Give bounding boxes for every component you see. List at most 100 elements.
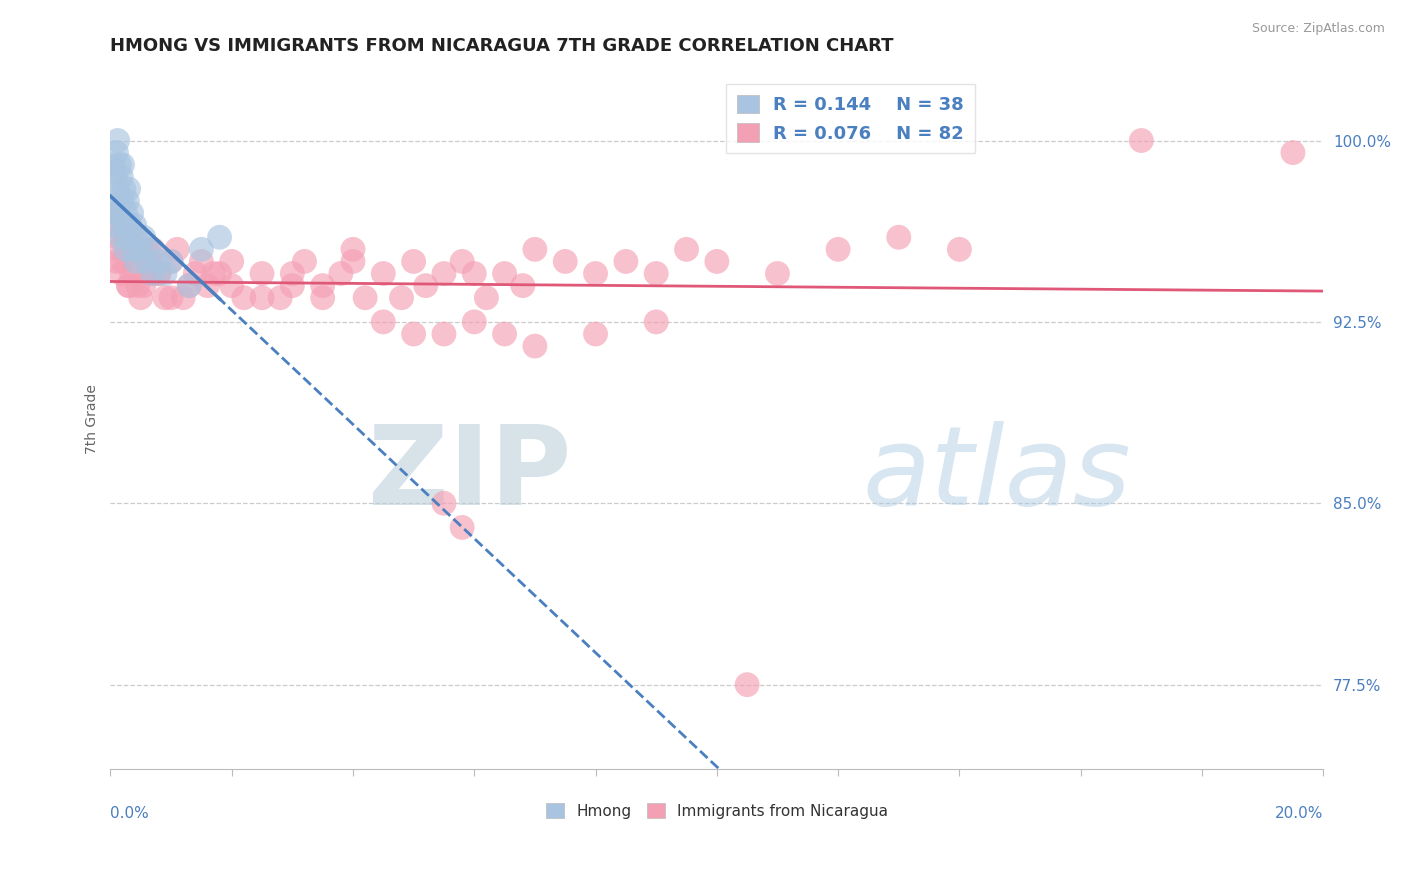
Point [160, 254, 183, 268]
Point [105, 254, 128, 268]
Point [104, 206, 127, 220]
Point [523, 339, 546, 353]
Point [208, 230, 231, 244]
Point [127, 230, 149, 244]
Point [129, 243, 152, 257]
Point [135, 267, 157, 281]
Point [645, 315, 668, 329]
Point [148, 267, 170, 281]
Point [117, 230, 139, 244]
Point [114, 230, 136, 244]
Point [475, 291, 498, 305]
Point [329, 267, 352, 281]
Point [105, 145, 128, 160]
Point [135, 243, 157, 257]
Point [354, 291, 377, 305]
Point [585, 267, 607, 281]
Point [451, 520, 474, 534]
Point [153, 291, 176, 305]
Point [135, 254, 157, 268]
Point [104, 218, 127, 232]
Point [108, 158, 131, 172]
Point [433, 267, 456, 281]
Point [139, 243, 162, 257]
Point [108, 206, 131, 220]
Point [103, 194, 125, 208]
Point [232, 291, 254, 305]
Point [645, 267, 668, 281]
Point [179, 278, 201, 293]
Y-axis label: 7th Grade: 7th Grade [86, 384, 100, 453]
Point [311, 291, 333, 305]
Point [948, 243, 970, 257]
Point [1130, 134, 1153, 148]
Point [132, 278, 155, 293]
Text: atlas: atlas [862, 421, 1130, 528]
Point [110, 267, 132, 281]
Point [269, 291, 291, 305]
Point [114, 206, 136, 220]
Point [766, 267, 789, 281]
Point [494, 326, 516, 341]
Point [110, 230, 132, 244]
Point [111, 194, 134, 208]
Point [202, 267, 225, 281]
Point [108, 243, 131, 257]
Point [129, 243, 152, 257]
Point [172, 291, 194, 305]
Text: ZIP: ZIP [368, 421, 571, 528]
Point [281, 267, 304, 281]
Point [114, 243, 136, 257]
Point [373, 315, 395, 329]
Point [117, 194, 139, 208]
Point [117, 182, 139, 196]
Point [451, 254, 474, 268]
Point [179, 278, 201, 293]
Point [281, 278, 304, 293]
Point [107, 230, 129, 244]
Point [463, 315, 485, 329]
Point [523, 243, 546, 257]
Point [294, 254, 316, 268]
Point [887, 230, 910, 244]
Point [103, 158, 125, 172]
Point [112, 218, 135, 232]
Point [433, 496, 456, 510]
Point [585, 326, 607, 341]
Point [132, 230, 155, 244]
Point [250, 291, 273, 305]
Point [160, 254, 183, 268]
Point [124, 254, 146, 268]
Point [402, 254, 425, 268]
Point [433, 326, 456, 341]
Point [184, 267, 207, 281]
Point [160, 291, 183, 305]
Point [190, 243, 212, 257]
Point [148, 267, 170, 281]
Point [342, 243, 364, 257]
Point [221, 254, 243, 268]
Point [311, 278, 333, 293]
Point [124, 218, 146, 232]
Point [142, 243, 165, 257]
Point [127, 278, 149, 293]
Text: 0.0%: 0.0% [111, 806, 149, 822]
Point [118, 218, 141, 232]
Point [111, 254, 134, 268]
Point [110, 169, 132, 184]
Point [122, 243, 145, 257]
Point [166, 243, 188, 257]
Point [117, 278, 139, 293]
Legend: Hmong, Immigrants from Nicaragua: Hmong, Immigrants from Nicaragua [540, 797, 894, 825]
Point [415, 278, 437, 293]
Point [104, 169, 127, 184]
Point [208, 267, 231, 281]
Point [554, 254, 576, 268]
Point [463, 267, 485, 281]
Text: HMONG VS IMMIGRANTS FROM NICARAGUA 7TH GRADE CORRELATION CHART: HMONG VS IMMIGRANTS FROM NICARAGUA 7TH G… [111, 37, 894, 55]
Point [139, 254, 162, 268]
Point [250, 267, 273, 281]
Point [105, 206, 128, 220]
Point [391, 291, 413, 305]
Point [125, 254, 148, 268]
